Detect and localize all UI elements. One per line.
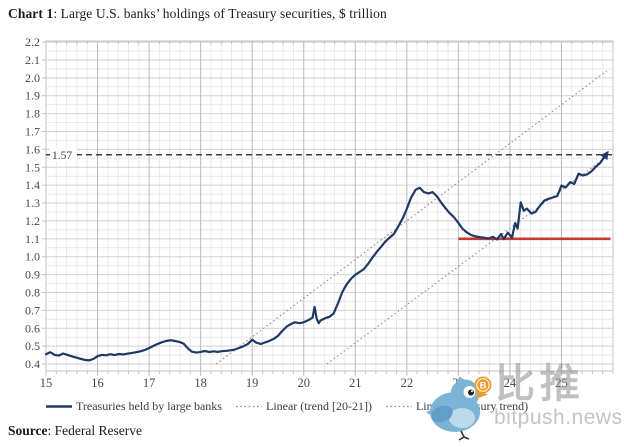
chart-title-text: : Large U.S. banks’ holdings of Treasury…: [53, 6, 387, 21]
legend-label-treasury-trend: Linear (Treasury trend): [415, 399, 529, 413]
y-tick-label: 1.9: [25, 89, 40, 103]
y-tick-label: 1.5: [25, 160, 40, 174]
y-tick-label: 2.2: [25, 35, 40, 49]
legend-marker-solid-line: [46, 405, 72, 408]
source-text: : Federal Reserve: [47, 423, 142, 438]
legend-label-treasuries: Treasuries held by large banks: [76, 399, 222, 413]
legend-marker-dotted-line-2: [385, 405, 412, 408]
x-tick-label: 17: [143, 376, 156, 390]
chart-title-number: Chart 1: [8, 6, 54, 21]
y-tick-label: 1.7: [25, 125, 40, 139]
y-tick-label: 0.6: [25, 321, 40, 335]
y-tick-label: 0.8: [25, 285, 40, 299]
y-tick-label: 1.1: [25, 232, 40, 246]
x-tick-label: 15: [40, 376, 53, 390]
y-tick-label: 0.5: [25, 339, 40, 353]
series-treasuries-line: [44, 154, 607, 362]
chart-legend: Treasuries held by large banks Linear (t…: [46, 399, 528, 414]
y-tick-label: 2.0: [25, 71, 40, 85]
trend-20-21-line: [215, 70, 608, 365]
y-tick-label: 1.3: [25, 196, 40, 210]
chart-title: Chart 1: Large U.S. banks’ holdings of T…: [8, 6, 387, 22]
y-tick-label: 0.7: [25, 303, 40, 317]
legend-item-treasuries: Treasuries held by large banks: [46, 399, 222, 414]
x-tick-label: 24: [504, 376, 517, 390]
y-tick-label: 2.1: [25, 53, 40, 67]
plot-frame: [45, 40, 614, 372]
x-tick-label: 20: [297, 376, 310, 390]
source-label: Source: [8, 423, 48, 438]
y-tick-label: 1.8: [25, 107, 40, 121]
target-level-label: 1.57: [52, 150, 72, 162]
source-note: Source: Federal Reserve: [8, 423, 142, 439]
legend-marker-dotted-line-1: [235, 405, 262, 408]
legend-label-trend-20-21: Linear (trend [20-21]): [265, 399, 372, 413]
legend-item-trend-20-21: Linear (trend [20-21]): [235, 399, 372, 414]
x-tick-label: 22: [401, 376, 414, 390]
x-tick-label: 21: [349, 376, 362, 390]
target-label-bg: [50, 147, 77, 162]
y-tick-label: 1.2: [25, 214, 40, 228]
y-tick-label: 1.4: [25, 178, 40, 192]
x-tick-label: 16: [91, 376, 104, 390]
y-tick-label: 1.6: [25, 142, 40, 156]
end-arrow: [600, 150, 609, 161]
y-tick-label: 0.9: [25, 268, 40, 282]
x-tick-label: 19: [246, 376, 259, 390]
y-tick-label: 0.4: [25, 357, 40, 371]
y-tick-label: 1.0: [25, 250, 40, 264]
legend-item-treasury-trend: Linear (Treasury trend): [385, 399, 529, 414]
x-tick-label: 18: [194, 376, 207, 390]
x-tick-label: 25: [555, 376, 568, 390]
x-tick-label: 23: [452, 376, 465, 390]
